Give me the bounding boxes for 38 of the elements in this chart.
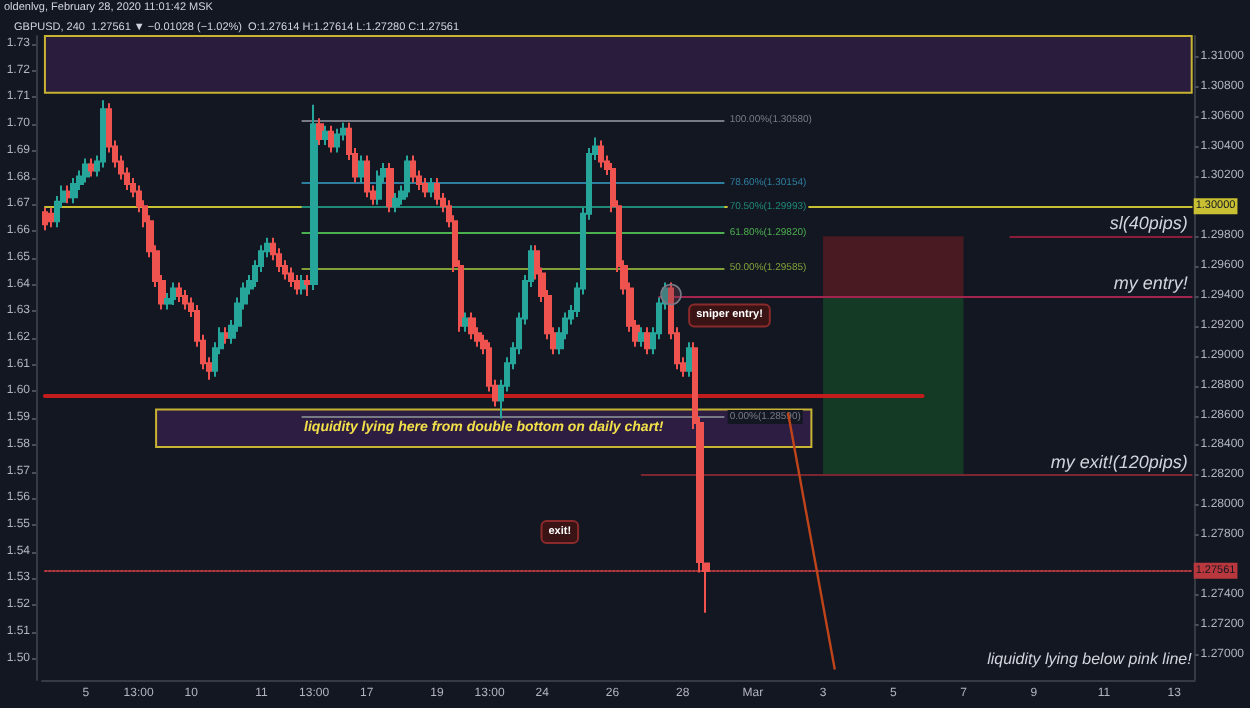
candlestick xyxy=(428,176,434,199)
candlestick xyxy=(468,311,476,341)
candlestick xyxy=(82,157,90,184)
candlestick xyxy=(70,176,78,205)
candlestick xyxy=(170,281,176,306)
candlestick xyxy=(638,326,646,348)
candlestick xyxy=(304,274,312,297)
candlestick xyxy=(100,99,106,169)
ref-line-label: sl(40pips) xyxy=(1109,213,1188,234)
candlestick xyxy=(176,281,182,303)
candlestick xyxy=(434,176,440,206)
candlestick xyxy=(42,206,48,232)
candlestick xyxy=(48,206,54,229)
annotation: liquidity lying below pink line! xyxy=(987,649,1194,668)
candlestick xyxy=(644,326,650,356)
candlestick xyxy=(224,326,230,345)
candlestick xyxy=(310,103,318,292)
candlestick xyxy=(182,289,188,311)
candlestick xyxy=(410,154,416,184)
candlestick xyxy=(358,154,364,184)
candlestick xyxy=(598,139,604,169)
candlestick xyxy=(686,341,692,378)
ref-line-label: my exit!(120pips) xyxy=(1050,452,1188,473)
candlestick xyxy=(288,266,294,289)
candlestick xyxy=(404,154,410,199)
ref-line-label: my entry! xyxy=(1113,272,1189,293)
candlestick xyxy=(392,191,400,214)
candlestick xyxy=(328,124,334,154)
candlestick xyxy=(386,162,394,214)
candlestick xyxy=(364,154,370,199)
candlestick xyxy=(422,176,428,199)
candlestick xyxy=(66,184,72,205)
candlestick xyxy=(294,274,300,296)
candlestick xyxy=(462,311,470,333)
candlestick xyxy=(316,117,324,147)
candlestick xyxy=(300,274,306,296)
candlestick xyxy=(334,127,340,154)
candlestick xyxy=(376,169,382,206)
